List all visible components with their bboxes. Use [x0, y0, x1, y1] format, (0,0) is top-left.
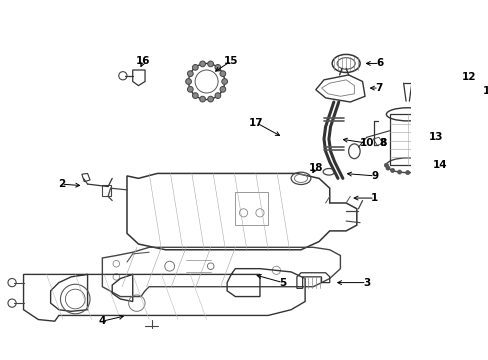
- Text: 18: 18: [308, 163, 323, 173]
- Circle shape: [413, 170, 417, 174]
- Circle shape: [405, 171, 409, 175]
- Circle shape: [192, 93, 198, 99]
- Circle shape: [192, 64, 198, 70]
- Circle shape: [207, 61, 213, 67]
- Text: 12: 12: [461, 72, 476, 82]
- Circle shape: [187, 71, 193, 77]
- Circle shape: [187, 86, 193, 92]
- Circle shape: [420, 168, 424, 172]
- Text: 6: 6: [375, 58, 383, 68]
- Circle shape: [397, 170, 401, 174]
- Text: 3: 3: [362, 278, 369, 288]
- Text: 14: 14: [432, 160, 447, 170]
- Circle shape: [385, 166, 389, 170]
- Text: 11: 11: [482, 86, 488, 96]
- Circle shape: [426, 163, 430, 167]
- Text: 5: 5: [279, 278, 286, 288]
- Circle shape: [199, 61, 205, 67]
- Circle shape: [222, 78, 227, 84]
- Text: 8: 8: [379, 138, 386, 148]
- Text: 9: 9: [370, 171, 378, 181]
- Circle shape: [384, 163, 387, 167]
- Circle shape: [199, 96, 205, 102]
- Text: 1: 1: [370, 193, 378, 203]
- Circle shape: [185, 78, 191, 84]
- Circle shape: [207, 96, 213, 102]
- Text: 2: 2: [58, 179, 65, 189]
- Text: 17: 17: [248, 117, 263, 127]
- Circle shape: [215, 93, 220, 99]
- Circle shape: [215, 64, 220, 70]
- Text: 10: 10: [359, 138, 373, 148]
- Text: 8: 8: [379, 138, 386, 148]
- Circle shape: [220, 86, 225, 92]
- Text: 4: 4: [99, 316, 106, 326]
- Text: 13: 13: [428, 132, 443, 142]
- Circle shape: [220, 71, 225, 77]
- Circle shape: [390, 168, 394, 172]
- Text: 15: 15: [224, 56, 238, 66]
- Text: 16: 16: [136, 56, 150, 66]
- Text: 7: 7: [374, 83, 382, 93]
- Circle shape: [425, 166, 428, 170]
